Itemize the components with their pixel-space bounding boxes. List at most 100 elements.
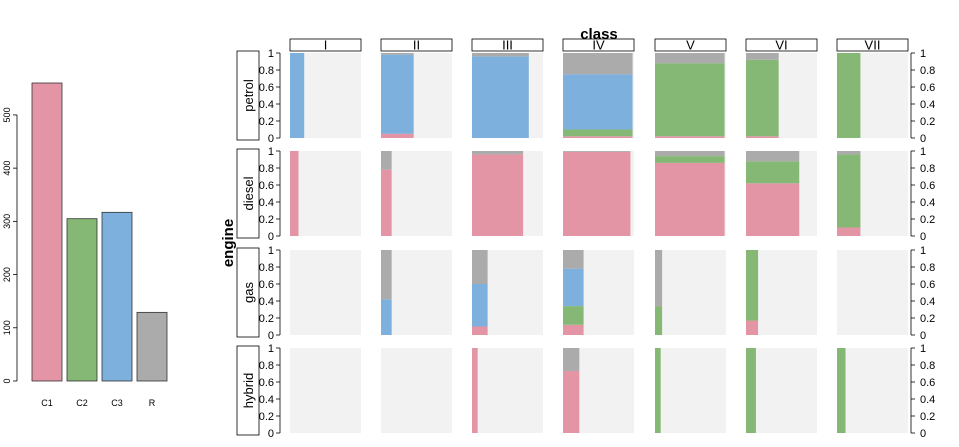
left-y-tick-label: 0.2 (259, 411, 274, 423)
panel-background (655, 348, 726, 433)
segment-r (746, 53, 779, 60)
left-y-tick-label: 1 (268, 343, 274, 355)
panel-background (837, 250, 908, 335)
left-y-tick-label: 0.2 (259, 214, 274, 226)
segment-r (381, 250, 392, 300)
segment-c2 (655, 156, 725, 163)
segment-c3 (472, 284, 488, 327)
segment-c2 (837, 53, 861, 138)
left-y-tick-label: 1 (268, 146, 274, 158)
segment-c1 (381, 133, 414, 138)
segment-r (563, 53, 633, 75)
panel-background (837, 348, 908, 433)
row-strip-label: gas (241, 282, 256, 303)
panel-background (290, 348, 361, 433)
segment-r (472, 53, 529, 57)
segment-c2 (746, 161, 800, 184)
segment-c3 (290, 53, 305, 138)
right-y-tick-label: 0.6 (920, 377, 935, 389)
segment-c2 (655, 63, 725, 137)
right-y-tick-label: 0.2 (920, 116, 935, 128)
y-axis-title: engine (220, 219, 237, 267)
segment-c2 (655, 306, 663, 335)
left-y-tick-label: 0.2 (259, 116, 274, 128)
right-y-tick-label: 1 (920, 146, 926, 158)
left-y-tick-label: 0 (268, 330, 274, 342)
column-strip-label: VI (775, 38, 787, 53)
segment-c2 (746, 250, 759, 321)
segment-c3 (472, 56, 529, 138)
right-y-tick-label: 0 (920, 428, 926, 440)
segment-c1 (655, 136, 725, 138)
y-tick-label: 100 (2, 320, 12, 335)
column-strip-label: II (413, 38, 420, 53)
segment-c1 (472, 348, 478, 433)
segment-c1 (563, 324, 584, 335)
row-strip (236, 148, 260, 239)
panel-background (381, 151, 452, 236)
bar-c1 (31, 82, 63, 382)
panel-background (290, 151, 361, 236)
column-strip (562, 38, 635, 52)
left-y-tick-label: 0 (268, 231, 274, 243)
x-tick-label: C1 (41, 398, 53, 408)
right-y-tick-label: 0 (920, 330, 926, 342)
segment-r (472, 151, 524, 155)
segment-c2 (563, 306, 584, 325)
column-strip-label: I (324, 38, 328, 53)
right-y-tick-label: 0 (920, 231, 926, 243)
panel-background (381, 250, 452, 335)
class-count-bar-chart: C1 C2 C3 R 0 100 200 300 400 500 (2, 82, 168, 408)
y-tick-label: 200 (2, 267, 12, 282)
row-strip (236, 247, 260, 338)
right-y-tick-label: 0.4 (920, 197, 935, 209)
segment-c3 (381, 299, 392, 335)
column-strip (745, 38, 818, 52)
x-tick-label: C3 (111, 398, 123, 408)
panel-background (655, 250, 726, 335)
left-y-tick-label: 0.4 (259, 296, 274, 308)
panel-background (746, 348, 817, 433)
segment-r (472, 250, 488, 284)
right-y-tick-label: 0.2 (920, 214, 935, 226)
right-y-tick-label: 0 (920, 133, 926, 145)
segment-c1 (563, 151, 631, 236)
left-y-tick-label: 0 (268, 428, 274, 440)
left-y-tick-label: 0.8 (259, 65, 274, 77)
right-y-tick-label: 1 (920, 343, 926, 355)
segment-c3 (563, 268, 584, 307)
bar-r (136, 311, 168, 382)
segment-c1 (746, 183, 800, 236)
left-y-tick-label: 1 (268, 245, 274, 257)
left-y-tick-label: 0.4 (259, 394, 274, 406)
right-y-tick-label: 0.4 (920, 99, 935, 111)
column-strip-label: IV (592, 38, 605, 53)
left-y-tick-label: 0.6 (259, 180, 274, 192)
segment-r (655, 250, 663, 307)
column-strip (836, 38, 909, 52)
x-tick-label: C2 (76, 398, 88, 408)
left-y-tick-label: 0.8 (259, 360, 274, 372)
right-y-tick-label: 0.6 (920, 180, 935, 192)
left-y-tick-label: 0.6 (259, 82, 274, 94)
segment-c2 (655, 348, 661, 433)
panel-background (290, 250, 361, 335)
row-strip-label: petrol (241, 79, 256, 112)
segment-c2 (746, 348, 756, 433)
left-y-tick-label: 0.4 (259, 99, 274, 111)
segment-c1 (837, 227, 861, 236)
column-strip (471, 38, 544, 52)
column-strip (289, 38, 362, 52)
segment-c1 (290, 151, 299, 236)
segment-r (563, 348, 580, 371)
column-strip-label: VII (865, 38, 881, 53)
right-y-tick-label: 0.8 (920, 360, 935, 372)
segment-c1 (563, 136, 633, 138)
right-y-tick-label: 0.4 (920, 394, 935, 406)
segment-c2 (837, 348, 846, 433)
segment-c1 (655, 162, 725, 236)
segment-c1 (472, 154, 524, 236)
y-tick-label: 400 (2, 161, 12, 176)
left-y-tick-label: 0.6 (259, 279, 274, 291)
